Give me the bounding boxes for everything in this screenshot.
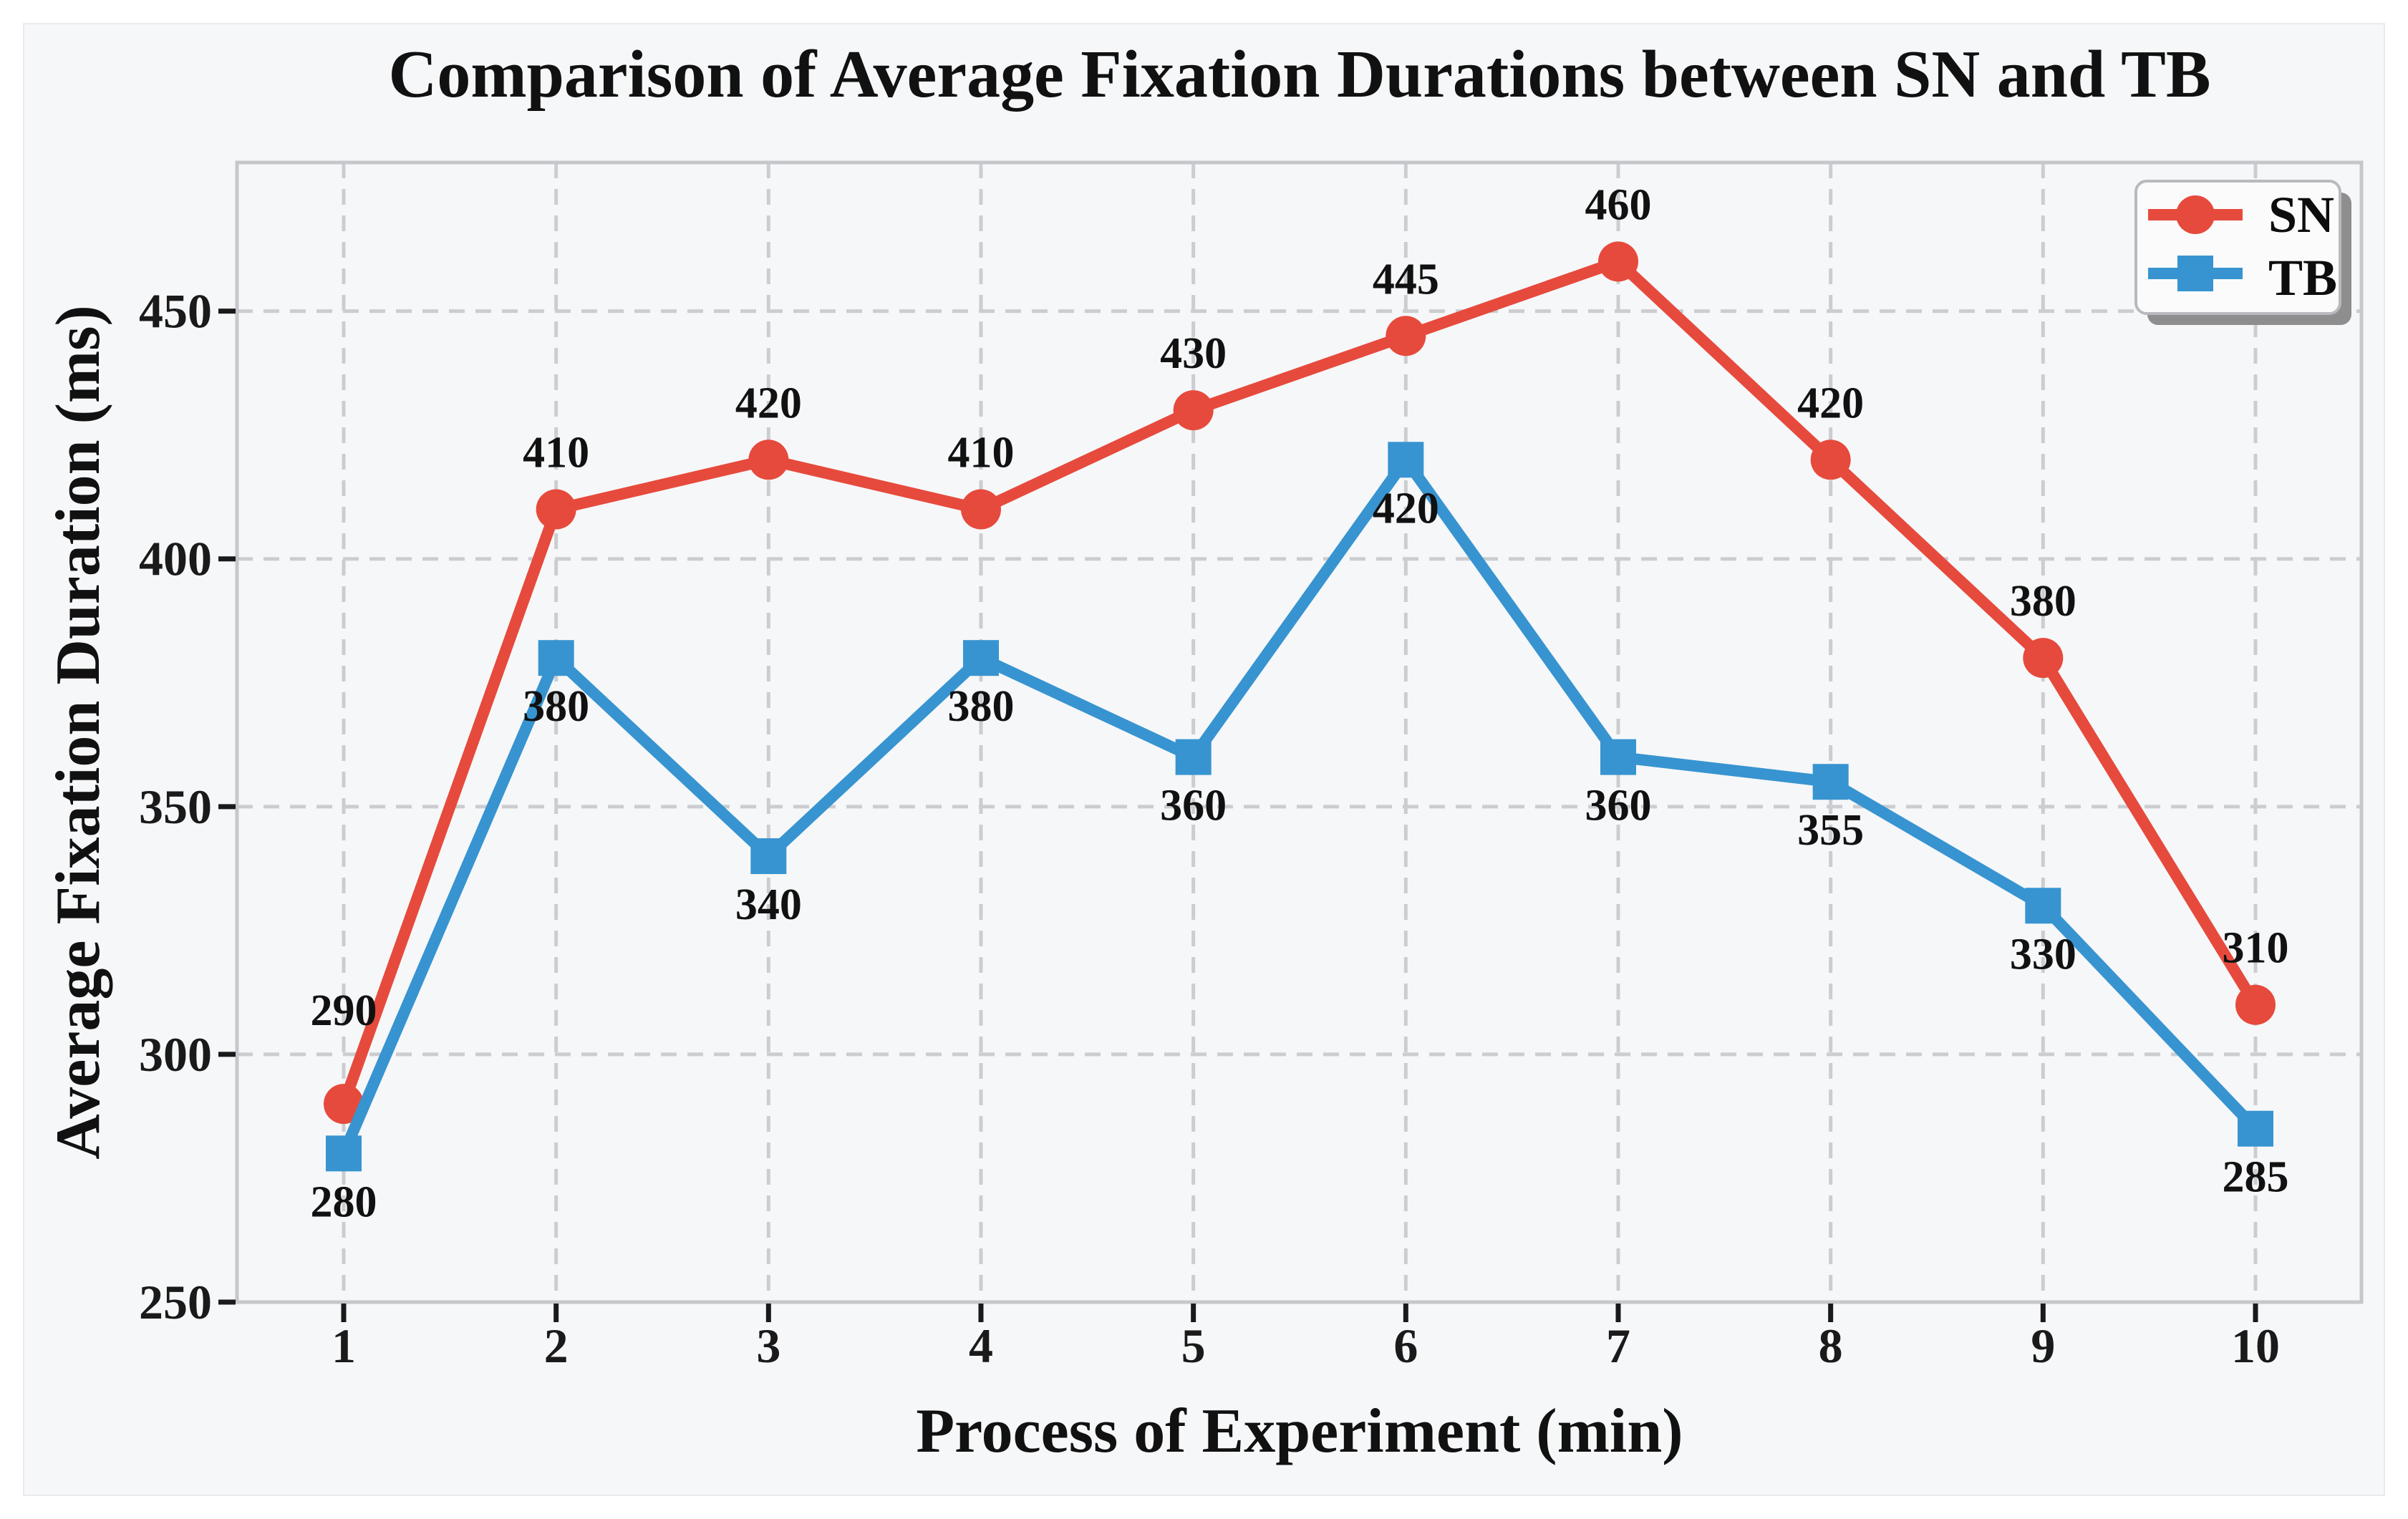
legend-item-tb: TB: [2148, 249, 2337, 306]
data-label-TB-7: 360: [1585, 782, 1652, 830]
series-layer: 290 410 420 410 430 445 460 420 380 310 280 380 340 3…: [311, 180, 2289, 1226]
data-label-SN-6: 445: [1373, 255, 1439, 304]
y-tick-label-350: 350: [139, 780, 212, 834]
data-label-SN-1: 290: [311, 986, 377, 1035]
marker-TB-6: [1388, 442, 1424, 478]
data-label-SN-8: 420: [1797, 379, 1864, 427]
data-label-TB-1: 280: [311, 1178, 377, 1226]
legend-label-tb: TB: [2268, 249, 2337, 306]
marker-TB-7: [1600, 739, 1636, 775]
chart-title: Comparison of Average Fixation Durations…: [388, 37, 2210, 112]
legend-tb-square-marker: [2177, 256, 2213, 291]
marker-TB-10: [2238, 1110, 2273, 1147]
series-line-TB: [338, 454, 2261, 1160]
data-label-SN-7: 460: [1585, 180, 1652, 229]
marker-TB-1: [326, 1135, 362, 1172]
data-label-TB-8: 355: [1797, 806, 1864, 855]
x-tick-label-4: 4: [969, 1319, 993, 1373]
legend-label-sn: SN: [2268, 186, 2334, 243]
data-label-SN-3: 420: [735, 379, 802, 427]
marker-SN-10: [2235, 984, 2276, 1025]
x-tick-label-7: 7: [1606, 1319, 1630, 1373]
legend: SN TB: [2134, 180, 2351, 325]
y-tick-label-250: 250: [139, 1275, 212, 1329]
marker-TB-4: [963, 640, 999, 676]
legend-item-sn: SN: [2148, 186, 2334, 243]
y-tick-label-300: 300: [139, 1027, 212, 1082]
marker-TB-5: [1175, 739, 1212, 775]
marker-SN-6: [1386, 316, 1426, 356]
x-tick-label-1: 1: [332, 1319, 356, 1373]
marker-SN-1: [324, 1084, 364, 1125]
y-axis-label: Average Fixation Duration (ms): [44, 305, 113, 1160]
legend-sn-circle-marker: [2176, 195, 2215, 234]
x-tick-label-3: 3: [756, 1319, 780, 1373]
series-line-SN: [338, 256, 2261, 1110]
marker-SN-7: [1598, 241, 1638, 282]
marker-SN-3: [748, 440, 789, 480]
x-tick-label-10: 10: [2231, 1319, 2280, 1373]
data-label-SN-9: 380: [2010, 577, 2076, 626]
data-label-TB-2: 380: [523, 682, 589, 731]
marker-SN-4: [961, 489, 1001, 530]
axes: 250 300 350 400 450 1 2 3 4 5 6 7 8 9 10: [139, 160, 2364, 1373]
marker-SN-2: [536, 489, 576, 530]
data-label-TB-3: 340: [735, 880, 802, 929]
marker-TB-2: [538, 640, 574, 676]
y-tick-label-450: 450: [139, 284, 212, 339]
data-label-SN-2: 410: [523, 429, 589, 477]
marker-TB-9: [2025, 888, 2061, 924]
x-tick-label-2: 2: [544, 1319, 569, 1373]
plot-border: [235, 160, 2364, 1304]
data-label-TB-10: 285: [2223, 1153, 2289, 1202]
marker-SN-5: [1173, 390, 1214, 431]
marker-SN-9: [2023, 638, 2064, 679]
data-label-TB-9: 330: [2010, 930, 2076, 979]
data-label-SN-5: 430: [1160, 329, 1227, 378]
data-label-SN-10: 310: [2223, 924, 2289, 973]
x-axis-label: Process of Experiment (min): [916, 1397, 1683, 1466]
data-label-TB-6: 420: [1373, 484, 1439, 533]
data-label-TB-4: 380: [948, 682, 1015, 731]
data-label-TB-5: 360: [1160, 782, 1227, 830]
x-tick-label-5: 5: [1181, 1319, 1206, 1373]
marker-TB-8: [1812, 764, 1849, 800]
x-tick-label-9: 9: [2031, 1319, 2055, 1373]
marker-SN-8: [1810, 440, 1851, 480]
x-tick-label-8: 8: [1819, 1319, 1843, 1373]
marker-TB-3: [750, 838, 787, 875]
data-label-SN-4: 410: [948, 429, 1015, 477]
y-tick-label-400: 400: [139, 532, 212, 586]
x-tick-label-6: 6: [1393, 1319, 1418, 1373]
